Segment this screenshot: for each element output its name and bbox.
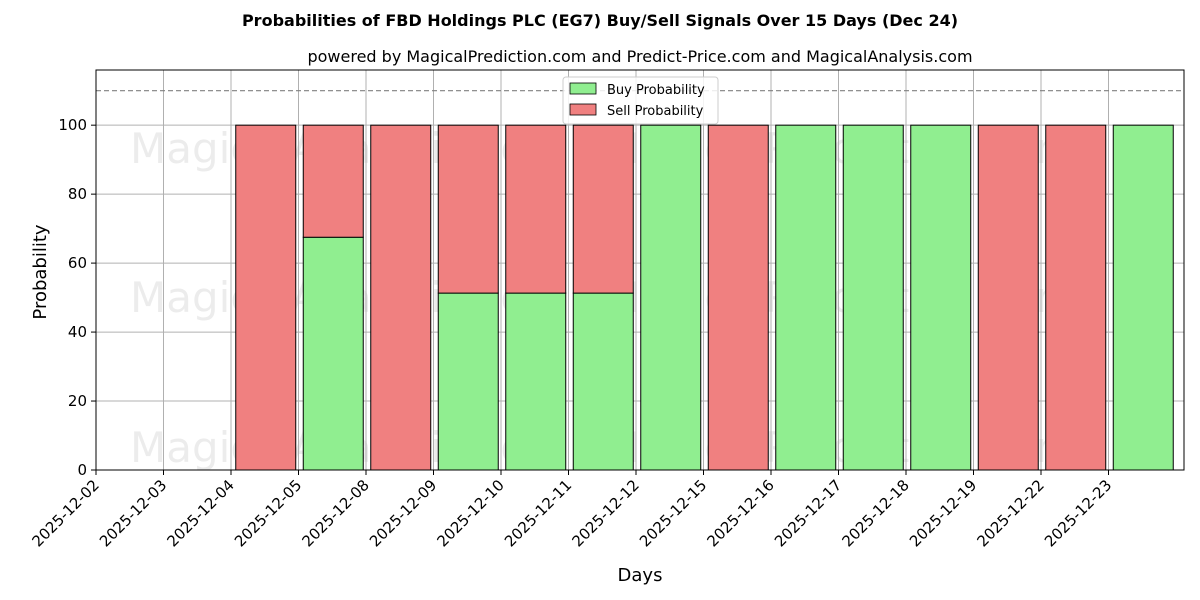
bar-sell: [302, 124, 364, 238]
plot-frame: [95, 69, 1185, 471]
y-axis-label: Probability: [30, 224, 51, 319]
x-tick-label: 2025-12-16: [703, 476, 777, 550]
bar-buy: [640, 124, 702, 471]
x-tick-label: 2025-12-08: [298, 476, 372, 550]
bar-sell: [235, 124, 297, 471]
legend-swatch-sell: [569, 103, 597, 116]
bar-sell: [505, 124, 567, 294]
x-tick-label: 2025-12-17: [771, 476, 845, 550]
y-tick-label: 80: [68, 185, 87, 203]
bar-sell: [1045, 124, 1107, 471]
x-axis-ticks: 2025-12-022025-12-032025-12-042025-12-05…: [28, 470, 1115, 550]
y-tick-label: 60: [68, 254, 87, 272]
bars: [235, 124, 1174, 471]
x-tick-label: 2025-12-09: [366, 476, 440, 550]
bar-sell: [437, 124, 499, 294]
bar-sell: [370, 124, 432, 471]
bar-buy: [842, 124, 904, 471]
bar-buy: [302, 236, 364, 471]
y-tick-label: 20: [68, 392, 87, 410]
x-tick-label: 2025-12-22: [973, 476, 1047, 550]
bar-buy: [910, 124, 972, 471]
x-tick-label: 2025-12-10: [433, 476, 507, 550]
bar-sell: [707, 124, 769, 471]
chart-subtitle: powered by MagicalPrediction.com and Pre…: [307, 47, 972, 66]
x-tick-label: 2025-12-18: [838, 476, 912, 550]
x-tick-label: 2025-12-02: [28, 476, 102, 550]
x-tick-label: 2025-12-23: [1041, 476, 1115, 550]
bar-buy: [1112, 124, 1174, 471]
y-axis-ticks: 0 20 40 60 80 100: [58, 116, 96, 479]
bar-buy: [572, 292, 634, 471]
bar-buy: [775, 124, 837, 471]
chart-title: Probabilities of FBD Holdings PLC (EG7) …: [242, 11, 958, 30]
x-tick-label: 2025-12-15: [636, 476, 710, 550]
legend-swatch-buy: [569, 82, 597, 95]
y-tick-label: 0: [77, 461, 87, 479]
x-tick-label: 2025-12-11: [501, 476, 575, 550]
x-tick-label: 2025-12-12: [568, 476, 642, 550]
y-tick-label: 40: [68, 323, 87, 341]
bar-sell: [977, 124, 1039, 471]
bar-buy: [505, 292, 567, 471]
x-tick-label: 2025-12-05: [231, 476, 305, 550]
legend-label-buy: Buy Probability: [607, 83, 705, 98]
legend: Buy Probability Sell Probability: [562, 76, 719, 125]
bar-buy: [437, 292, 499, 471]
x-axis-label: Days: [618, 565, 663, 586]
x-tick-label: 2025-12-04: [163, 476, 237, 550]
x-tick-label: 2025-12-19: [906, 476, 980, 550]
y-tick-label: 100: [58, 116, 87, 134]
x-tick-label: 2025-12-03: [96, 476, 170, 550]
bar-sell: [572, 124, 634, 294]
legend-box: [562, 76, 719, 125]
legend-label-sell: Sell Probability: [607, 104, 704, 119]
